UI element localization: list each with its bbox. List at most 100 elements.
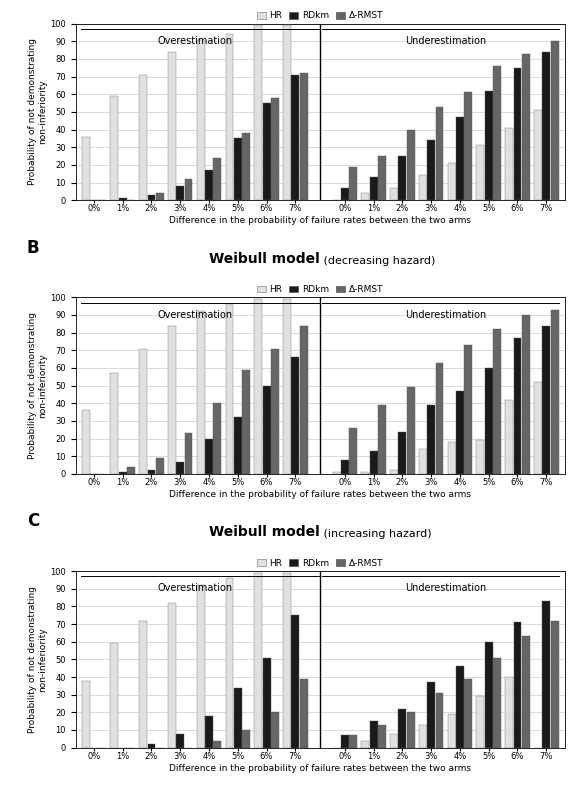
Bar [205,716,213,748]
Bar [349,735,357,748]
Bar [534,110,542,200]
Bar [361,193,369,200]
Bar [214,158,221,200]
Bar [111,96,118,200]
Bar [370,451,378,474]
Bar [111,373,118,474]
Bar [147,745,155,748]
Bar [370,177,378,200]
Bar [283,573,291,748]
Bar [226,305,233,474]
Bar [242,133,250,200]
Bar [292,357,299,474]
Bar [176,733,184,748]
Bar [254,299,262,474]
Bar [127,467,135,474]
Bar [349,428,357,474]
Bar [399,709,406,748]
Bar [399,431,406,474]
Bar [234,417,242,474]
Text: Weibull model: Weibull model [210,252,320,265]
Bar [390,471,398,474]
Bar [300,678,307,748]
Text: B: B [27,238,40,257]
Bar [390,733,398,748]
Bar [262,386,271,474]
Bar [485,91,493,200]
Bar [271,349,279,474]
Bar [361,741,369,748]
Bar [81,410,90,474]
Bar [505,400,513,474]
Text: (increasing hazard): (increasing hazard) [320,530,432,539]
Bar [477,146,484,200]
Bar [119,472,127,474]
Bar [361,472,369,474]
Bar [505,127,513,200]
Bar [111,644,118,748]
Bar [493,329,501,474]
Bar [341,460,349,474]
Text: (decreasing hazard): (decreasing hazard) [320,256,435,265]
Bar [197,586,205,748]
Bar [435,106,443,200]
Bar [119,198,127,200]
Bar [427,140,435,200]
Bar [456,667,464,748]
Text: Overestimation: Overestimation [157,310,232,320]
Bar [139,349,147,474]
Bar [300,73,307,200]
Text: Underestimation: Underestimation [405,310,486,320]
Bar [427,682,435,748]
Bar [419,176,427,200]
Bar [378,405,386,474]
Bar [493,658,501,748]
Bar [197,39,205,200]
Bar [205,438,213,474]
Bar [184,434,193,474]
Bar [522,637,530,748]
Bar [464,93,472,200]
Bar [242,730,250,748]
Bar [156,458,164,474]
Text: Overestimation: Overestimation [157,583,232,593]
Bar [435,693,443,748]
Bar [464,345,472,474]
Y-axis label: Probability of not demonstrating
non-inferiority: Probability of not demonstrating non-inf… [28,312,47,459]
Bar [205,170,213,200]
Bar [485,368,493,474]
Bar [513,68,521,200]
Bar [448,714,456,748]
Bar [522,54,530,200]
Bar [370,721,378,748]
Bar [435,363,443,474]
Bar [407,130,414,200]
Text: Underestimation: Underestimation [405,583,486,593]
Bar [262,103,271,200]
Legend: HR, RDkm, Δ-RMST: HR, RDkm, Δ-RMST [253,8,387,24]
Bar [378,725,386,748]
Bar [542,326,550,474]
Bar [214,403,221,474]
Legend: HR, RDkm, Δ-RMST: HR, RDkm, Δ-RMST [253,556,387,571]
Text: Underestimation: Underestimation [405,36,486,46]
Bar [534,382,542,474]
Bar [456,117,464,200]
Bar [505,677,513,748]
Bar [349,167,357,200]
Bar [341,735,349,748]
Bar [242,370,250,474]
Bar [485,641,493,748]
Bar [254,25,262,200]
Bar [262,658,271,748]
Bar [271,98,279,200]
Bar [477,696,484,748]
Bar [197,312,205,474]
Bar [168,52,176,200]
Bar [226,578,233,748]
Bar [81,681,90,748]
Bar [456,391,464,474]
Bar [176,461,184,474]
Bar [139,620,147,748]
Bar [168,603,176,748]
